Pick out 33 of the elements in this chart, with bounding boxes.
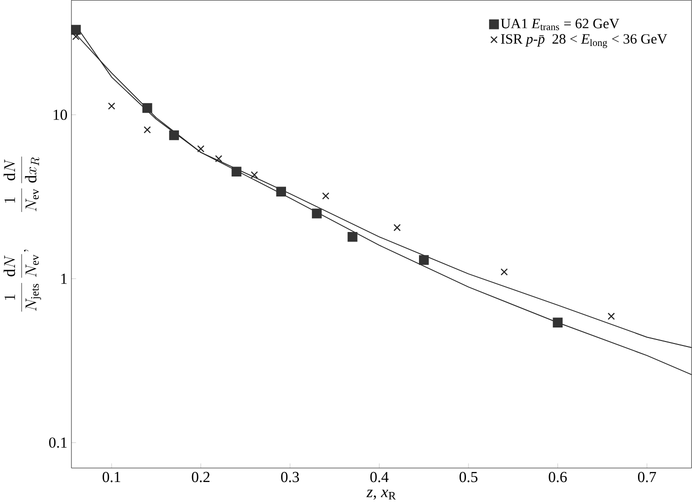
point bbox=[393, 224, 401, 232]
point bbox=[108, 102, 116, 110]
x-tick-label: 0.6 bbox=[548, 472, 567, 482]
point bbox=[418, 254, 429, 265]
x-tick-label: 0.4 bbox=[370, 472, 389, 482]
point bbox=[500, 268, 508, 276]
legend-label: ISR p-p̄ 28 < E$_{long}$ < 36 GeV bbox=[501, 34, 668, 48]
point bbox=[250, 171, 258, 178]
y-tick-label: 10 bbox=[54, 109, 67, 120]
x-tick-label: 0.2 bbox=[192, 472, 210, 482]
point bbox=[169, 130, 179, 140]
point bbox=[144, 126, 151, 134]
point bbox=[312, 208, 322, 218]
point bbox=[608, 312, 615, 320]
point bbox=[70, 24, 81, 35]
y-tick-label: 1 bbox=[61, 274, 67, 284]
point bbox=[142, 102, 152, 113]
point bbox=[72, 32, 80, 40]
x-tick-label: 0.1 bbox=[102, 472, 120, 482]
x-tick-label: 0.5 bbox=[460, 472, 478, 482]
point bbox=[552, 318, 563, 328]
x-tick-label: 0.7 bbox=[638, 472, 656, 482]
point bbox=[197, 145, 204, 152]
point bbox=[232, 166, 242, 176]
legend-label: UA1 E$_{trans}$ = 62 GeV bbox=[500, 18, 620, 30]
point bbox=[322, 192, 330, 200]
point bbox=[276, 186, 286, 196]
point bbox=[215, 154, 222, 162]
x-tick-label: 0.3 bbox=[281, 472, 299, 482]
point bbox=[348, 232, 358, 242]
y-tick-label: 0.1 bbox=[49, 437, 67, 448]
x-axis-title: z, x$_{R}$ bbox=[366, 490, 396, 500]
y-axis-title: $\frac{1}{N_{\mathrm{jets}}}\,\frac{\mathrm{d}N}{N_{\mathrm{ev}}},\qquad \frac{1}{N_{\mathrm{ev}}}\,\frac{\mathrm{d}N}{\mathrm{d}x_R}$ bbox=[4, 156, 42, 312]
